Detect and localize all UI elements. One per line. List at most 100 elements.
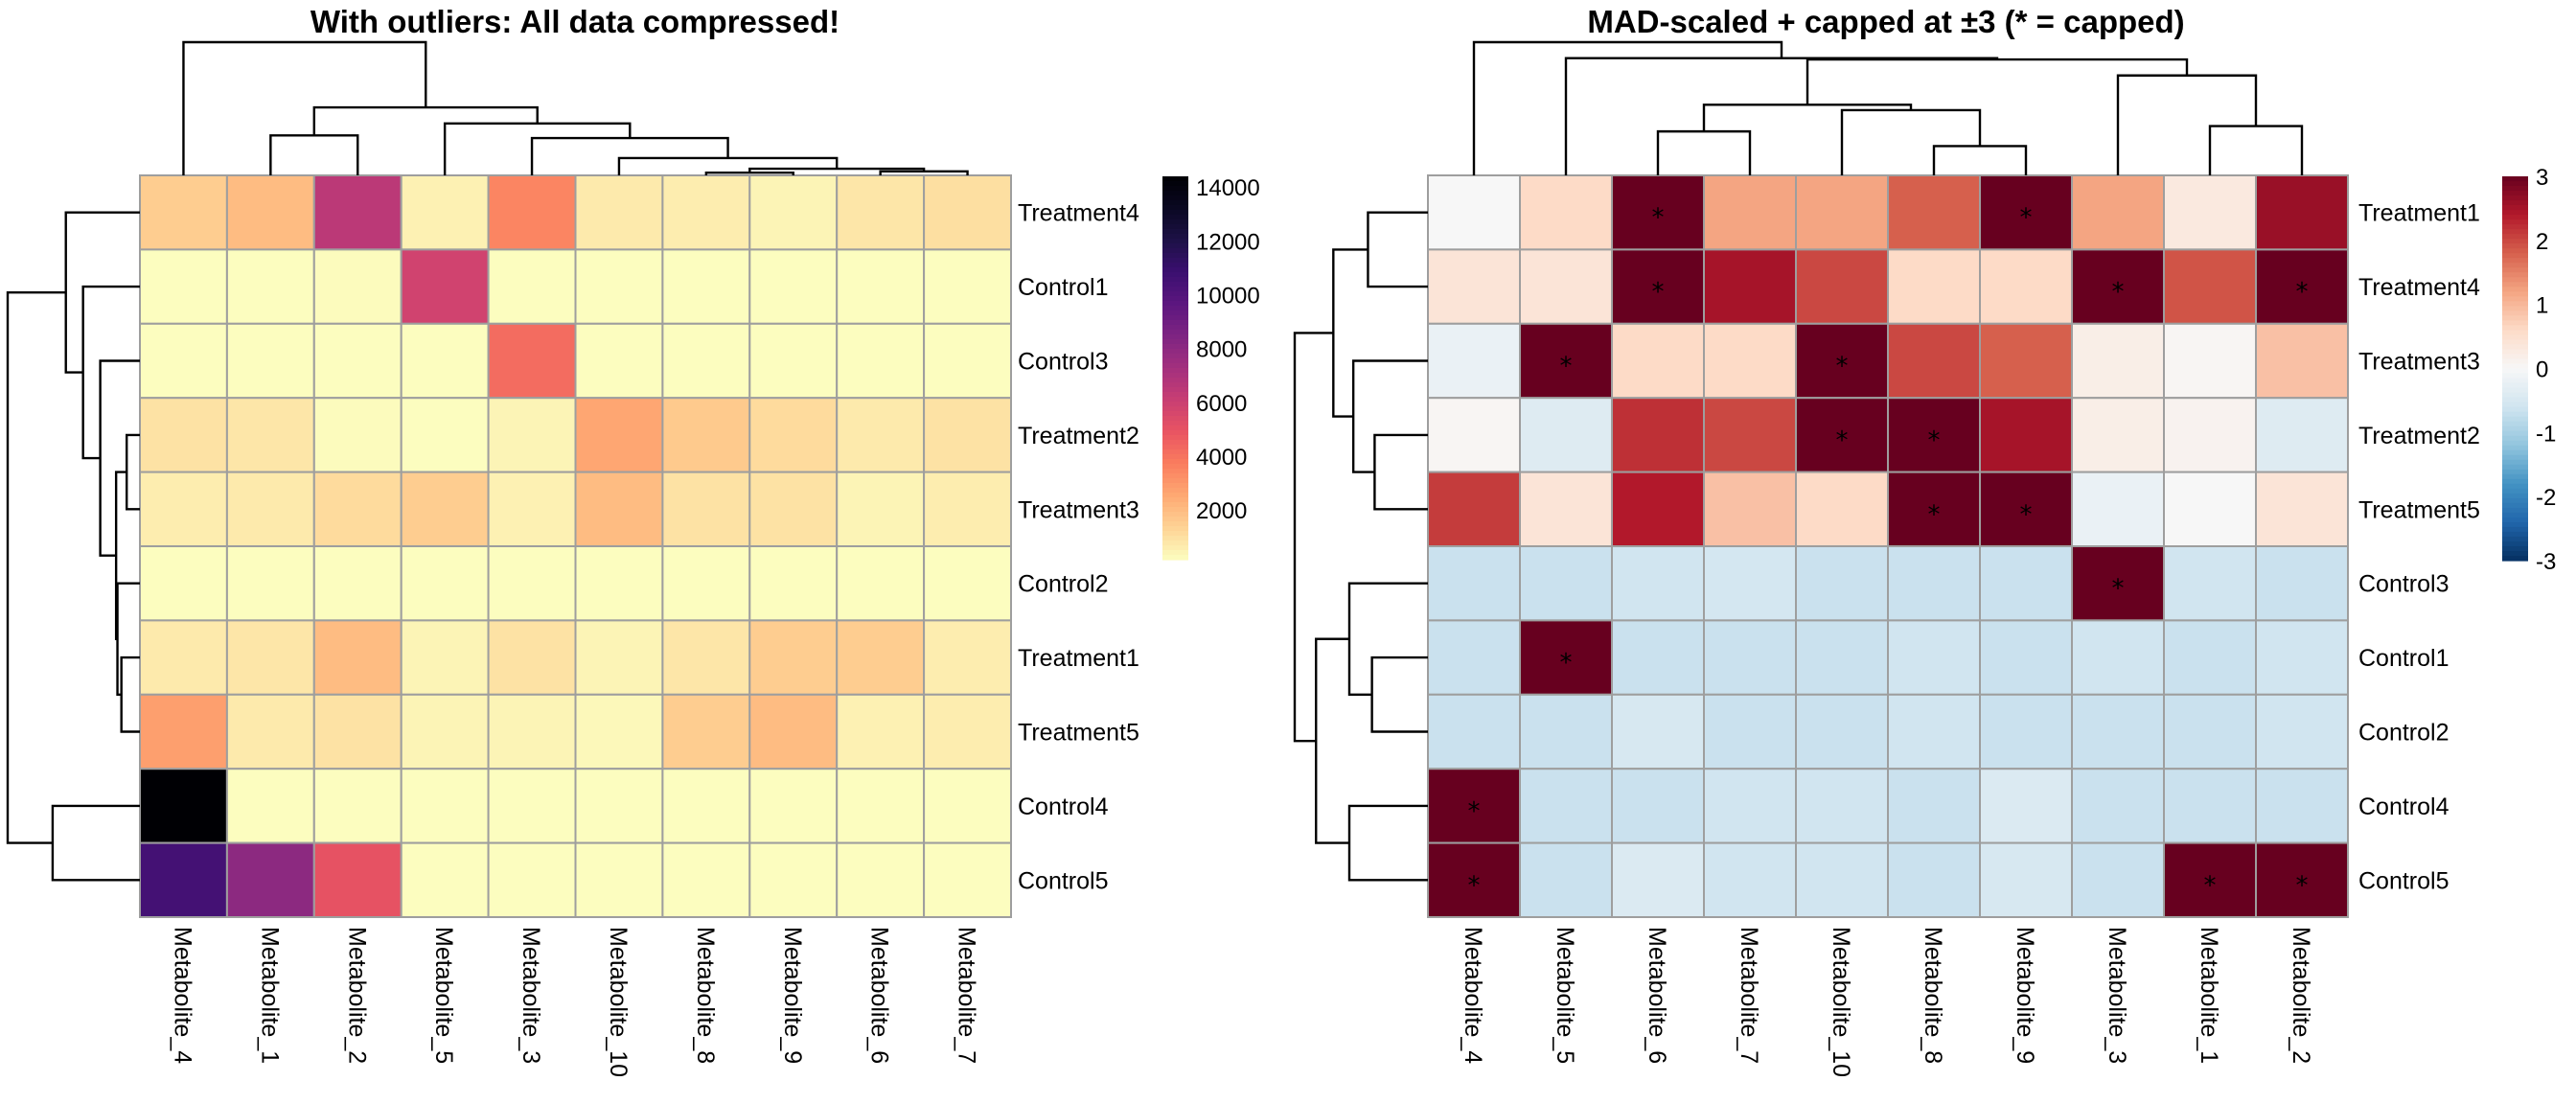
heatmap-cell <box>1887 768 1981 844</box>
colorbar-tick-label: 1 <box>2536 293 2548 319</box>
heatmap-cell <box>139 545 228 622</box>
heatmap-cell <box>836 174 926 251</box>
capped-marker: * <box>1928 500 1941 529</box>
heatmap-cell <box>2071 174 2165 251</box>
colorbar-segment <box>2502 196 2528 201</box>
capped-marker: * <box>1836 426 1849 455</box>
heatmap-cell <box>1703 768 1797 844</box>
heatmap-cell <box>1795 471 1889 548</box>
heatmap-cell <box>836 248 926 325</box>
colorbar-segment <box>1162 469 1188 474</box>
colorbar-segment <box>1162 344 1188 350</box>
capped-marker: * <box>1652 278 1665 307</box>
row-label: Control4 <box>2358 794 2450 820</box>
row-dendrogram-branch <box>99 359 140 557</box>
colorbar-tick-label: 14000 <box>1196 175 1260 201</box>
heatmap-cell <box>574 248 664 325</box>
row-label: Treatment3 <box>1018 496 1139 523</box>
heatmap-cell <box>312 545 402 622</box>
heatmap-cell <box>487 471 577 548</box>
colorbar-segment <box>1162 402 1188 407</box>
row-dendrogram-branch <box>1332 248 1368 418</box>
column-label: Metabolite_6 <box>866 927 893 1064</box>
colorbar-legend: 2000 4000 6000 8000 10000 12000 14000 <box>1162 175 1260 561</box>
heatmap-cell <box>1979 248 2073 325</box>
heatmap-cell <box>1611 693 1705 770</box>
row-label: Control1 <box>2358 645 2450 672</box>
heatmap-cell <box>748 841 839 918</box>
column-dendrogram-branch <box>443 122 632 175</box>
column-label: Metabolite_2 <box>343 927 370 1064</box>
heatmap-cell <box>487 619 577 696</box>
colorbar-segment <box>1162 287 1188 292</box>
colorbar-segment <box>2502 272 2528 278</box>
heatmap-cell <box>923 471 1012 548</box>
colorbar-segment <box>2502 234 2528 240</box>
heatmap-cell <box>748 397 839 473</box>
heatmap-cell <box>1703 841 1797 918</box>
colorbar-segment <box>2502 478 2528 485</box>
heatmap-cell <box>2255 841 2349 918</box>
heatmap-cell <box>1795 841 1889 918</box>
capped-marker: * <box>2020 204 2033 233</box>
colorbar-segment <box>2502 421 2528 427</box>
heatmap-cell <box>2163 619 2257 696</box>
row-dendrogram-branch <box>1373 433 1428 511</box>
heatmap-cell <box>1795 545 1889 622</box>
heatmap-cell <box>312 397 402 473</box>
heatmap-cell <box>1427 248 1521 325</box>
heatmap-cell <box>923 693 1012 770</box>
colorbar-segment <box>1162 205 1188 211</box>
colorbar-segment <box>2502 215 2528 220</box>
colorbar-segment <box>2502 373 2528 380</box>
column-label: Metabolite_2 <box>2288 927 2314 1064</box>
colorbar-segment <box>2502 392 2528 399</box>
colorbar-segment <box>2502 315 2528 321</box>
capped-marker: * <box>1468 797 1481 826</box>
heatmap-cell <box>1795 693 1889 770</box>
colorbar-segment <box>1162 473 1188 479</box>
colorbar-segment <box>1162 320 1188 326</box>
colorbar-segment <box>1162 392 1188 398</box>
colorbar-segment <box>2502 397 2528 403</box>
colorbar-segment <box>2502 224 2528 230</box>
column-label: Metabolite_8 <box>1920 927 1946 1064</box>
colorbar-segment <box>1162 330 1188 335</box>
heatmap-cell <box>312 693 402 770</box>
heatmap-cell <box>2255 397 2349 473</box>
heatmap-cell <box>225 841 315 918</box>
heatmap-cell <box>139 471 228 548</box>
colorbar-tick-label: 0 <box>2536 357 2548 383</box>
colorbar-segment <box>2502 449 2528 456</box>
heatmap-cell <box>225 322 315 400</box>
colorbar-segment <box>1162 234 1188 240</box>
colorbar-segment <box>1162 210 1188 216</box>
heatmap-cell <box>312 619 402 696</box>
heatmap-cell <box>312 322 402 400</box>
colorbar-segment <box>1162 555 1188 561</box>
heatmap-cell <box>487 322 577 400</box>
colorbar-segment <box>1162 291 1188 297</box>
colorbar-segment <box>2502 334 2528 341</box>
colorbar-segment <box>1162 176 1188 182</box>
colorbar-segment <box>2502 368 2528 375</box>
heatmap-cell <box>2255 693 2349 770</box>
heatmap-cell <box>2163 768 2257 844</box>
colorbar-segment <box>2502 291 2528 297</box>
heatmap-cell <box>2255 768 2349 844</box>
heatmap-cell <box>574 841 664 918</box>
colorbar-segment <box>2502 258 2528 264</box>
row-dendrogram-branch <box>1315 637 1349 844</box>
left-chart-title: With outliers: All data compressed! <box>310 4 840 39</box>
heatmap-cell <box>400 248 490 325</box>
heatmap-cell <box>574 322 664 400</box>
heatmap-cell <box>400 619 490 696</box>
colorbar-tick-label: -1 <box>2536 421 2556 447</box>
colorbar-segment <box>1162 272 1188 278</box>
colorbar-segment <box>2502 363 2528 370</box>
column-label: Metabolite_3 <box>518 927 544 1064</box>
colorbar-segment <box>1162 277 1188 283</box>
colorbar-segment <box>1162 435 1188 441</box>
heatmap-cell <box>139 174 228 251</box>
heatmap-cell <box>748 248 839 325</box>
